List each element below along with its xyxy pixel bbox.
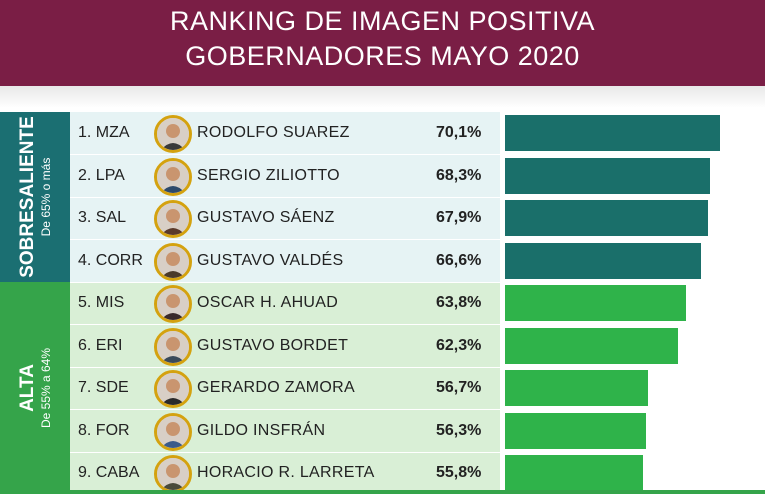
province-code: 2. LPA (78, 167, 125, 184)
group-label-main: SOBRESALIENTE (17, 116, 38, 278)
data-label: 66,6% (436, 252, 482, 269)
table-row: 3. SAL GUSTAVO SÁENZ 67,9% (70, 197, 500, 240)
province-code: 6. ERI (78, 337, 123, 354)
governor-avatar (154, 243, 192, 281)
province-code: 1. MZA (78, 124, 130, 141)
province-code: 4. CORR (78, 252, 143, 269)
data-label: 67,9% (436, 209, 482, 226)
chart-title-line1: RANKING DE IMAGEN POSITIVA (169, 6, 596, 36)
data-label: 56,7% (436, 379, 482, 396)
data-label: 70,1% (436, 124, 482, 141)
person-icon (157, 373, 189, 405)
governor-name: GUSTAVO SÁENZ (197, 209, 335, 226)
governor-avatar (154, 455, 192, 493)
person-icon (157, 331, 189, 363)
data-label: 68,3% (436, 167, 482, 184)
governor-name: GILDO INSFRÁN (197, 422, 326, 439)
bar (505, 115, 720, 151)
data-label: 56,3% (436, 422, 482, 439)
governor-name: HORACIO R. LARRETA (197, 464, 375, 481)
person-icon (157, 458, 189, 490)
governor-name: GUSTAVO BORDET (197, 337, 349, 354)
group-label-main: ALTA (17, 364, 38, 412)
chart-header: RANKING DE IMAGEN POSITIVA GOBERNADORES … (0, 0, 765, 86)
bar (505, 413, 646, 449)
province-code: 3. SAL (78, 209, 127, 226)
table-row: 8. FOR GILDO INSFRÁN 56,3% (70, 410, 500, 453)
bar (505, 243, 701, 279)
bar (505, 285, 686, 321)
governor-name: OSCAR H. AHUAD (197, 294, 339, 311)
governor-avatar (154, 285, 192, 323)
governor-name: RODOLFO SUAREZ (197, 124, 350, 141)
person-icon (157, 203, 189, 235)
province-code: 9. CABA (78, 464, 140, 481)
governor-avatar (154, 158, 192, 196)
group-label-sub: De 55% a 64% (39, 347, 53, 429)
province-code: 5. MIS (78, 294, 125, 311)
bar (505, 158, 710, 194)
governor-name: GUSTAVO VALDÉS (197, 252, 344, 269)
table-row: 4. CORR GUSTAVO VALDÉS 66,6% (70, 240, 500, 283)
bar (505, 370, 648, 406)
data-label: 63,8% (436, 294, 482, 311)
data-label: 55,8% (436, 464, 482, 481)
table-row: 7. SDE GERARDO ZAMORA 56,7% (70, 367, 500, 410)
person-icon (157, 288, 189, 320)
group-label-sobresaliente: SOBRESALIENTE De 65% o más (17, 112, 53, 282)
governor-avatar (154, 413, 192, 451)
group-label-alta: ALTA De 55% a 64% (17, 282, 53, 494)
person-icon (157, 161, 189, 193)
bar (505, 328, 678, 364)
bar (505, 455, 643, 491)
group-band-alta (0, 282, 500, 494)
governor-avatar (154, 370, 192, 408)
group-sidebar-sobresaliente: SOBRESALIENTE De 65% o más (0, 112, 70, 282)
table-row: 5. MIS OSCAR H. AHUAD 63,8% (70, 282, 500, 325)
group-label-sub: De 65% o más (39, 157, 53, 237)
table-row: 9. CABA HORACIO R. LARRETA 55,8% (70, 452, 500, 495)
header-shadow (0, 86, 765, 108)
person-icon (157, 416, 189, 448)
table-row: 1. MZA RODOLFO SUAREZ 70,1% (70, 112, 500, 155)
person-icon (157, 246, 189, 278)
table-row: 6. ERI GUSTAVO BORDET 62,3% (70, 325, 500, 368)
governor-avatar (154, 115, 192, 153)
province-code: 7. SDE (78, 379, 129, 396)
governor-name: SERGIO ZILIOTTO (197, 167, 340, 184)
group-sidebar-alta: ALTA De 55% a 64% (0, 282, 70, 494)
data-label: 62,3% (436, 337, 482, 354)
governor-avatar (154, 200, 192, 238)
governor-name: GERARDO ZAMORA (197, 379, 355, 396)
governor-avatar (154, 328, 192, 366)
bar (505, 200, 708, 236)
bottom-strip (0, 490, 765, 494)
table-row: 2. LPA SERGIO ZILIOTTO 68,3% (70, 155, 500, 198)
chart-title-line2: GOBERNADORES MAYO 2020 (185, 41, 580, 71)
person-icon (157, 118, 189, 150)
province-code: 8. FOR (78, 422, 130, 439)
